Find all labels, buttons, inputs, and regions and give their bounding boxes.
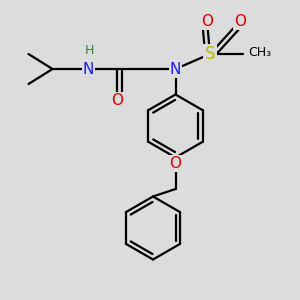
- Text: O: O: [169, 156, 181, 171]
- Text: O: O: [234, 14, 246, 28]
- Text: O: O: [201, 14, 213, 28]
- Text: O: O: [111, 93, 123, 108]
- Text: N: N: [83, 61, 94, 76]
- Text: S: S: [205, 45, 215, 63]
- Text: H: H: [84, 44, 94, 58]
- Text: CH₃: CH₃: [248, 46, 271, 59]
- Text: N: N: [170, 61, 181, 76]
